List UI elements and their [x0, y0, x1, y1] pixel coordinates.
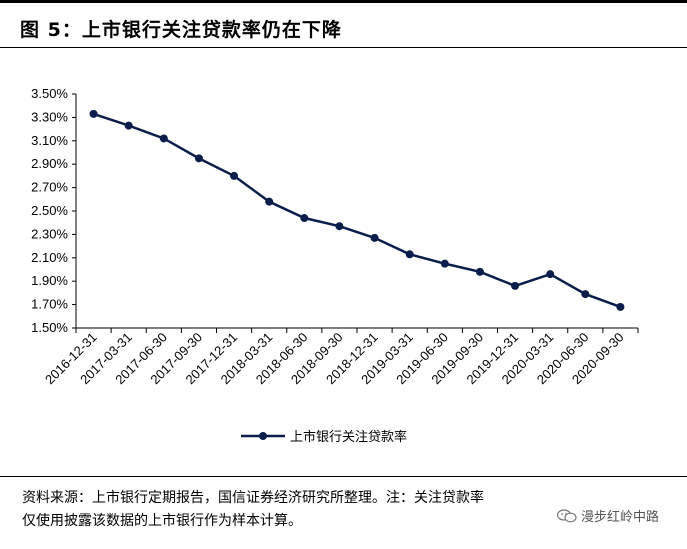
data-point [511, 281, 520, 290]
y-tick-label: 2.50% [31, 203, 68, 218]
y-tick-label: 1.70% [31, 297, 68, 312]
series-line [93, 112, 621, 309]
y-tick-label: 2.70% [31, 180, 68, 195]
data-point [124, 121, 133, 130]
data-point [405, 250, 414, 259]
data-point [475, 267, 484, 276]
data-point [89, 109, 98, 118]
data-point [440, 259, 449, 268]
data-point [546, 270, 555, 279]
wechat-icon [556, 508, 577, 522]
y-tick-label: 3.10% [31, 133, 68, 148]
source-line-2: 仅使用披露该数据的上市银行作为样本计算。 [22, 513, 302, 529]
figure-title: 图 5：上市银行关注贷款率仍在下降 [20, 19, 342, 41]
data-point [335, 222, 344, 231]
data-point [370, 233, 379, 242]
source-note: 资料来源：上市银行定期报告，国信证券经济研究所整理。注：关注贷款率 仅使用披露该… [0, 476, 687, 533]
legend-label: 上市银行关注贷款率 [290, 429, 407, 445]
legend-marker [259, 432, 267, 440]
y-tick-label: 3.50% [31, 86, 68, 101]
watermark: 漫步红岭中路 [556, 506, 659, 525]
data-point [300, 214, 309, 223]
y-tick-label: 2.30% [31, 226, 68, 241]
data-point [159, 134, 168, 143]
data-point [194, 154, 203, 163]
watermark-text: 漫步红岭中路 [580, 510, 659, 525]
line-chart: 1.50% 1.70% 1.90% 2.10% 2.30% 2.50% 2.70% 2.90%… [31, 86, 639, 445]
title-bar: 图 5：上市银行关注贷款率仍在下降 [0, 0, 687, 48]
y-tick-label: 1.90% [31, 273, 68, 288]
y-tick-label: 3.30% [31, 109, 68, 124]
data-point [616, 302, 625, 311]
y-tick-label: 1.50% [31, 320, 68, 335]
data-point [265, 197, 274, 206]
y-tick-label: 2.90% [31, 156, 68, 171]
data-point [581, 290, 590, 299]
source-line-1: 资料来源：上市银行定期报告，国信证券经济研究所整理。注：关注贷款率 [22, 490, 484, 506]
y-tick-label: 2.10% [31, 250, 68, 265]
data-point [230, 171, 239, 180]
